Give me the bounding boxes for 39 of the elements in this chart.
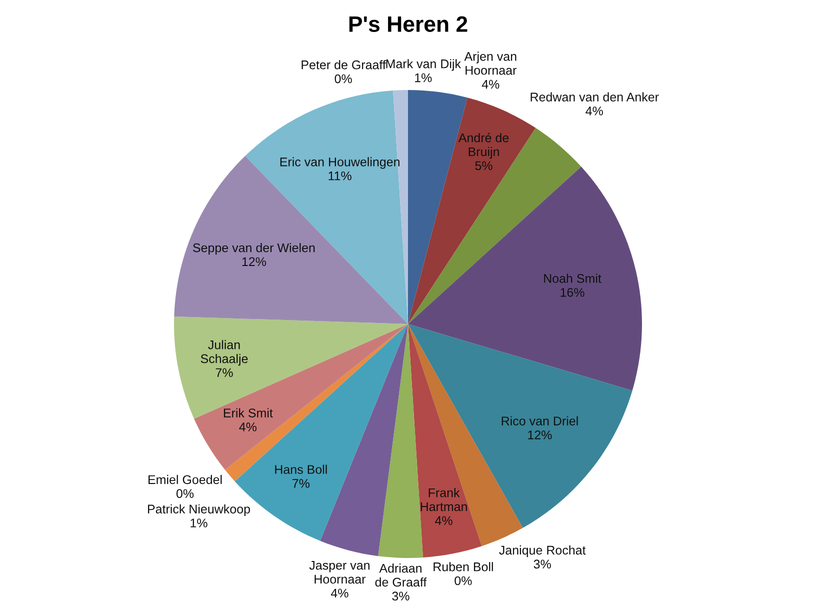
data-label: 12% [242, 257, 266, 266]
slice-label: Frank Hartman [420, 488, 467, 512]
data-label: 4% [435, 516, 452, 525]
slice-label: Jasper van Hoornaar [309, 560, 370, 584]
slice-label: Patrick Nieuwkoop [148, 504, 250, 516]
category-label: Emiel Goedel [148, 474, 222, 484]
data-label: 7% [216, 368, 233, 378]
slice-label: Julian Schaalje [200, 340, 248, 366]
slice-label: Adriaan de Graaff [375, 564, 427, 587]
slice-label: Erik Smit [224, 408, 273, 418]
data-label: 1% [190, 518, 208, 528]
data-label: 4% [482, 80, 500, 89]
slice-label: Mark van Dijk [386, 59, 462, 71]
category-label: Ruben Boll [434, 562, 493, 572]
data-label: 4% [586, 106, 603, 116]
category-label: Peter de Graaff [302, 60, 386, 70]
slice-label: Redwan van den Anker [530, 92, 659, 102]
data-label: 3% [392, 592, 410, 601]
data-label: 4% [330, 588, 348, 598]
slice-label: Arjen van Hoornaar [464, 52, 516, 75]
slice-label: Seppe van der Wielen [193, 243, 315, 255]
text: 0% [454, 576, 472, 586]
data-label: 1% [415, 73, 432, 82]
data-label: 16% [560, 288, 584, 297]
slice-label: Janique Rochat [499, 545, 586, 558]
slice-label: André de Bruijn [458, 132, 509, 159]
data-label: 3% [534, 560, 551, 569]
chart-title: P's Heren 2 [349, 16, 468, 32]
slice-label: Eric van Houwelingen [280, 157, 400, 169]
slice-label: Hans Boll [275, 464, 327, 474]
data-label: 12% [528, 430, 552, 440]
text: 0% [176, 489, 194, 498]
data-label: 11% [328, 171, 352, 180]
slice-label: Noah Smit [544, 274, 602, 283]
data-label: 5% [475, 161, 492, 170]
data-label: 4% [239, 422, 257, 432]
text: 0% [334, 74, 352, 84]
slice-label: Rico van Driel [502, 416, 578, 426]
data-label: 7% [292, 479, 310, 488]
